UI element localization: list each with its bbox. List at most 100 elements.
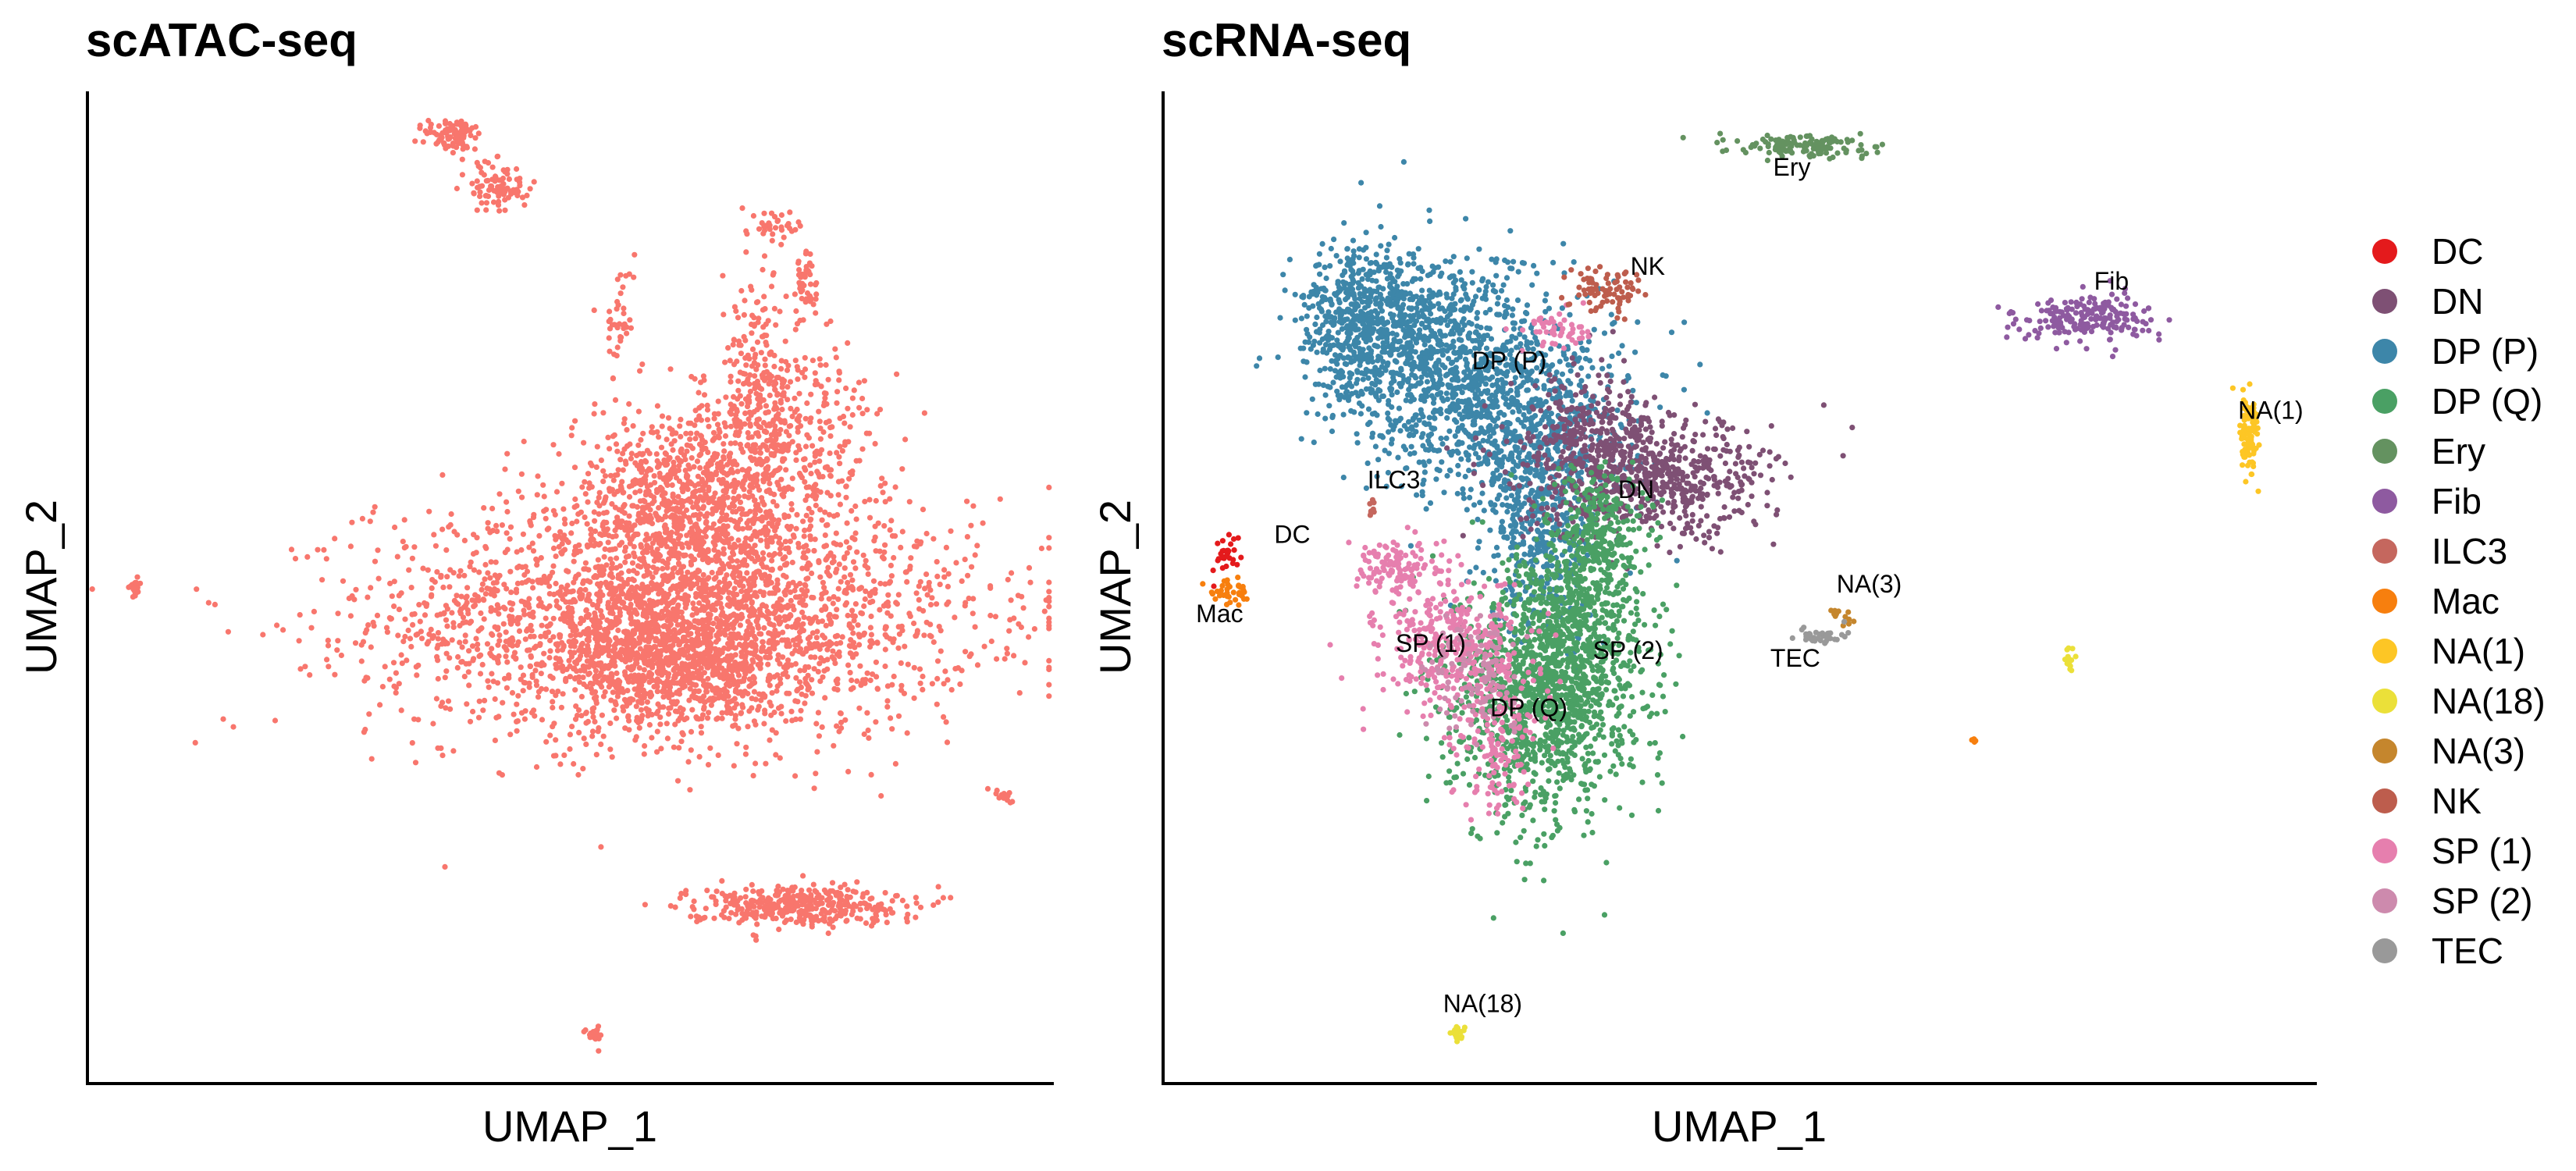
data-point bbox=[644, 585, 650, 592]
data-point bbox=[760, 307, 767, 313]
data-point bbox=[886, 580, 892, 586]
data-point bbox=[789, 559, 795, 566]
data-point bbox=[472, 592, 479, 598]
data-point bbox=[412, 138, 418, 144]
data-point bbox=[665, 505, 671, 511]
data-point bbox=[767, 590, 773, 596]
data-point bbox=[671, 438, 678, 444]
data-point bbox=[661, 460, 667, 467]
data-point bbox=[1046, 682, 1052, 688]
data-point bbox=[797, 667, 803, 674]
data-point bbox=[725, 345, 731, 351]
data-point bbox=[526, 596, 532, 602]
data-point bbox=[668, 586, 674, 592]
data-point bbox=[817, 425, 824, 432]
data-point bbox=[694, 458, 701, 464]
data-point bbox=[688, 747, 694, 753]
data-point bbox=[667, 366, 674, 372]
data-point bbox=[921, 632, 927, 639]
data-point bbox=[621, 321, 628, 327]
data-point bbox=[592, 650, 598, 657]
data-point bbox=[580, 766, 586, 772]
data-point bbox=[326, 664, 332, 670]
data-point bbox=[646, 623, 653, 630]
data-point bbox=[715, 411, 721, 417]
data-point bbox=[929, 595, 935, 601]
data-point bbox=[798, 707, 804, 714]
data-point bbox=[426, 508, 432, 514]
data-point bbox=[587, 578, 593, 586]
data-point bbox=[475, 714, 482, 721]
data-point bbox=[553, 553, 559, 560]
data-point bbox=[980, 520, 986, 526]
data-point bbox=[765, 675, 772, 682]
data-point bbox=[561, 516, 568, 522]
data-point bbox=[852, 601, 859, 607]
data-point bbox=[715, 433, 721, 440]
data-point bbox=[518, 598, 525, 604]
data-point bbox=[592, 674, 598, 681]
data-point bbox=[792, 326, 799, 333]
data-point bbox=[859, 411, 866, 417]
data-point bbox=[435, 139, 441, 145]
data-point bbox=[797, 600, 803, 606]
data-point bbox=[589, 709, 596, 715]
data-point bbox=[873, 659, 879, 665]
data-point bbox=[798, 472, 804, 479]
data-point bbox=[625, 529, 632, 535]
data-point bbox=[560, 506, 567, 512]
data-point bbox=[500, 604, 507, 610]
data-point bbox=[779, 492, 785, 498]
data-point bbox=[714, 422, 721, 428]
data-point bbox=[612, 663, 618, 669]
data-point bbox=[851, 618, 857, 624]
data-point bbox=[941, 574, 948, 580]
data-point bbox=[849, 411, 856, 418]
data-point bbox=[533, 643, 539, 650]
data-point bbox=[560, 611, 568, 618]
data-point bbox=[850, 685, 856, 691]
data-point bbox=[773, 533, 779, 539]
data-point bbox=[720, 506, 726, 512]
data-point bbox=[612, 397, 619, 403]
data-point bbox=[396, 593, 402, 599]
data-point bbox=[846, 621, 852, 627]
data-point bbox=[865, 571, 871, 578]
data-point bbox=[467, 564, 473, 570]
data-point bbox=[511, 650, 518, 656]
data-point bbox=[964, 498, 970, 504]
data-point bbox=[467, 620, 473, 626]
data-point bbox=[618, 539, 625, 546]
data-point bbox=[600, 693, 607, 699]
data-point bbox=[622, 658, 629, 665]
data-point bbox=[719, 561, 725, 567]
data-point bbox=[690, 600, 696, 607]
data-point bbox=[443, 668, 450, 674]
data-point bbox=[734, 461, 740, 468]
data-point bbox=[849, 613, 856, 619]
data-point bbox=[571, 643, 578, 650]
data-point bbox=[521, 438, 527, 445]
data-point bbox=[938, 648, 944, 654]
data-point bbox=[814, 487, 820, 494]
data-point bbox=[493, 559, 499, 565]
data-point bbox=[1046, 657, 1052, 664]
data-point bbox=[490, 528, 496, 534]
data-point bbox=[833, 354, 839, 361]
data-point bbox=[877, 548, 883, 554]
data-point bbox=[486, 684, 492, 690]
data-point bbox=[776, 517, 782, 523]
data-point bbox=[572, 675, 578, 682]
data-point bbox=[817, 362, 824, 368]
panel-title-scatac: scATAC-seq bbox=[86, 14, 358, 66]
data-point bbox=[893, 600, 899, 606]
data-point bbox=[338, 652, 344, 659]
data-point bbox=[648, 492, 654, 499]
data-point bbox=[718, 605, 725, 611]
data-point bbox=[413, 664, 419, 670]
data-point bbox=[738, 710, 744, 717]
data-point bbox=[772, 627, 778, 634]
data-point bbox=[1022, 660, 1028, 666]
data-point bbox=[654, 403, 661, 409]
data-point bbox=[834, 641, 840, 647]
